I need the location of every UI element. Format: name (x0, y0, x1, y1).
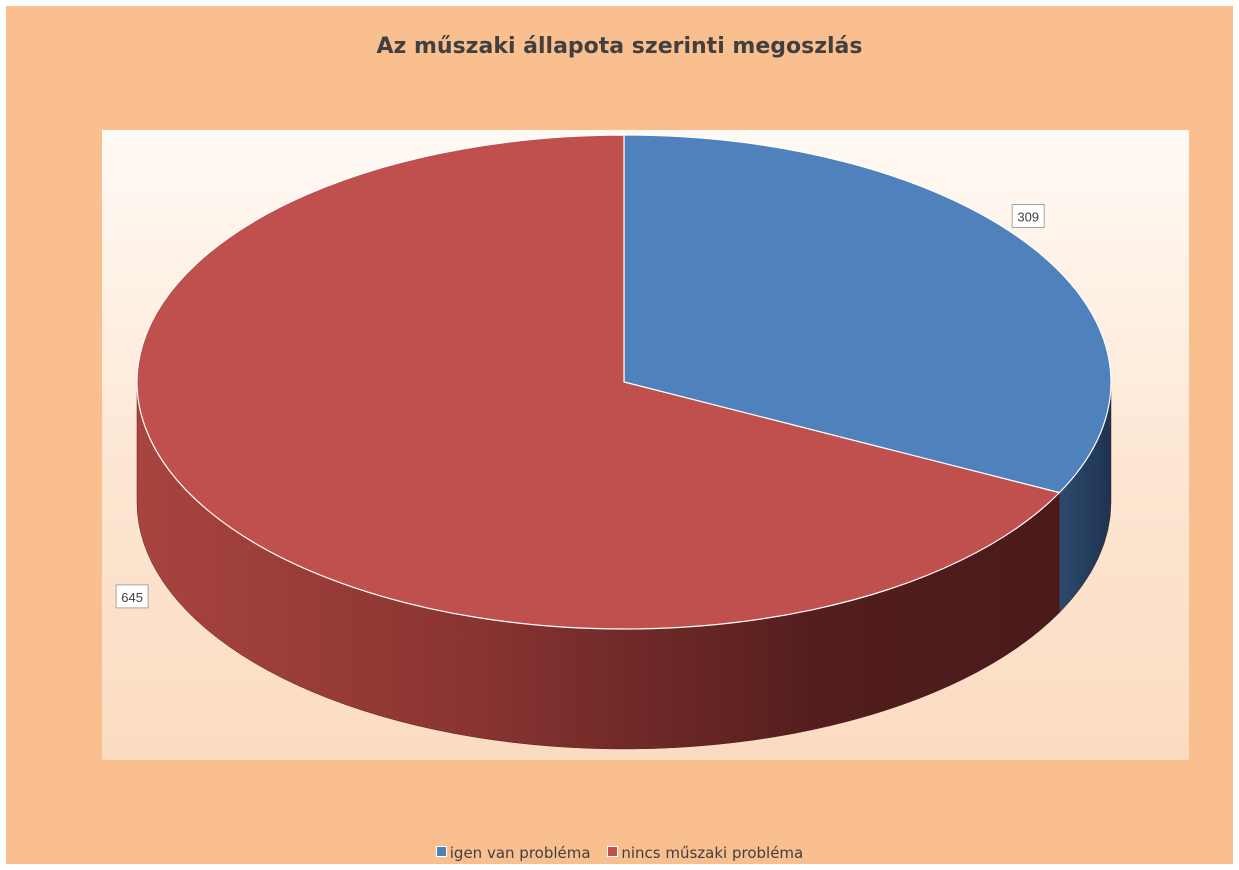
svg-text:309: 309 (1017, 210, 1039, 225)
data-label-igen: 309 (1011, 204, 1045, 229)
legend-swatch-nincs (607, 846, 619, 857)
legend-item-nincs[interactable]: nincs műszaki probléma (607, 844, 803, 862)
data-label-nincs: 645 (115, 584, 149, 609)
chart-title: Az műszaki állapota szerinti megoszlás (376, 34, 863, 59)
legend-item-igen[interactable]: igen van probléma (435, 844, 591, 862)
svg-text:645: 645 (121, 590, 143, 605)
pie-slice-nincs[interactable] (136, 134, 1061, 630)
legend-label-nincs: nincs műszaki probléma (621, 844, 804, 862)
legend-swatch-igen (435, 846, 447, 857)
legend: igen van probléma nincs műszaki probléma (6, 844, 1233, 862)
legend-label-igen: igen van probléma (449, 844, 591, 862)
pie-slice-igen[interactable] (623, 134, 1112, 494)
